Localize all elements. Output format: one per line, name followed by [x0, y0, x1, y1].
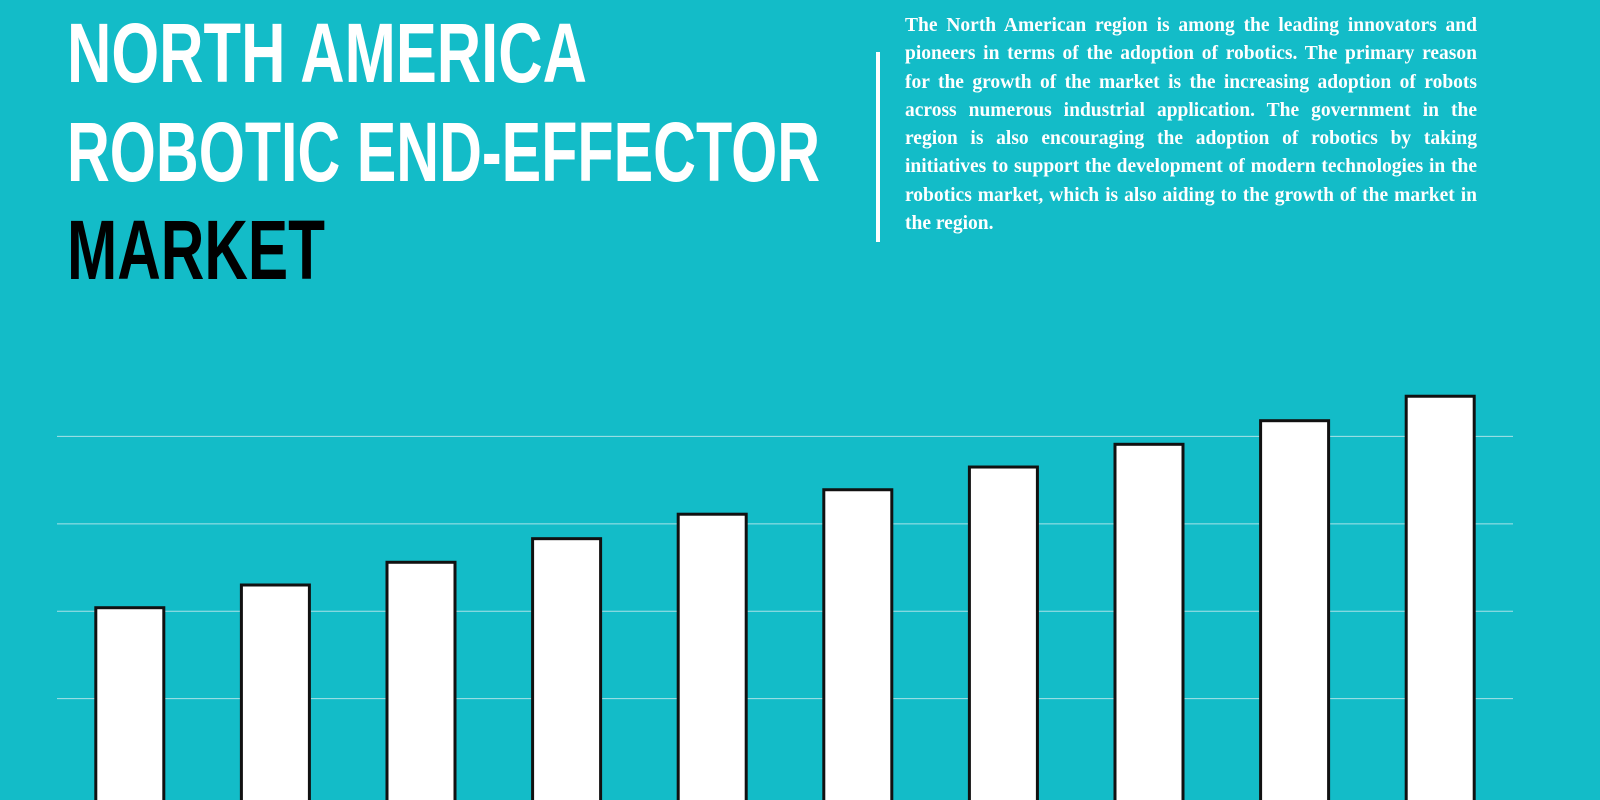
bar [676, 512, 748, 800]
bar [385, 560, 457, 800]
divider [876, 52, 880, 242]
bar [967, 465, 1039, 800]
bar [1259, 419, 1331, 800]
bar [94, 606, 166, 800]
description: The North American region is among the l… [905, 15, 1477, 235]
bar [822, 488, 894, 800]
title-line: NORTH AMERICA [67, 6, 587, 100]
bar [1404, 394, 1476, 800]
title-line: ROBOTIC END-EFFECTOR [67, 105, 820, 199]
bar [1113, 442, 1185, 800]
title-line: MARKET [67, 203, 325, 297]
bar [239, 583, 311, 800]
bar [531, 537, 603, 800]
